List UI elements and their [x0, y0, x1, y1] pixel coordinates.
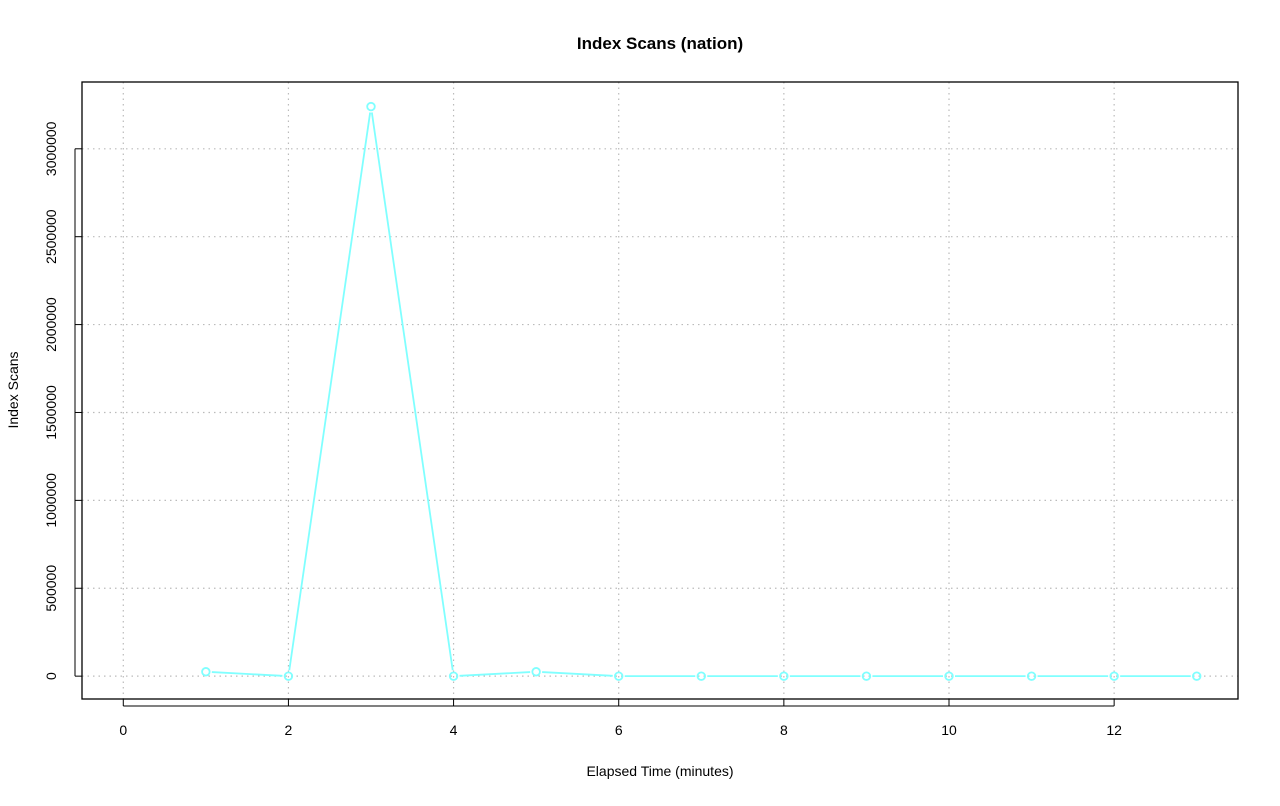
data-point — [944, 671, 954, 681]
y-tick-label: 2500000 — [43, 209, 59, 264]
y-tick-label: 1500000 — [43, 385, 59, 440]
y-tick-label: 2000000 — [43, 297, 59, 352]
x-tick-label: 4 — [450, 722, 458, 738]
data-point — [366, 101, 376, 112]
y-tick-label: 0 — [43, 672, 59, 680]
series-line-segment — [542, 671, 613, 677]
y-tick-label: 500000 — [43, 565, 59, 612]
x-axis-label: Elapsed Time (minutes) — [586, 763, 733, 779]
y-tick-label: 3000000 — [43, 121, 59, 176]
data-point — [1192, 671, 1202, 681]
x-tick-label: 0 — [119, 722, 127, 738]
data-point — [614, 671, 624, 681]
data-point — [283, 671, 294, 681]
data-point — [1109, 671, 1119, 681]
y-axis-label: Index Scans — [5, 351, 21, 428]
data-point — [861, 671, 872, 681]
axis-ticks: 0 2 4 6 8 10 12 0 500000 1000000 1500000 2000000 250… — [43, 121, 1122, 738]
series-line-segment — [288, 112, 372, 671]
x-tick-label: 12 — [1106, 722, 1122, 738]
data-point — [448, 671, 459, 681]
y-tick-label: 1000000 — [43, 473, 59, 528]
x-tick-label: 2 — [285, 722, 293, 738]
series-line-segment — [459, 671, 531, 677]
data-point — [696, 671, 706, 681]
grid — [82, 82, 1238, 699]
series-line-segment — [211, 671, 283, 677]
x-tick-label: 10 — [941, 722, 957, 738]
series — [201, 101, 1202, 681]
chart-title: Index Scans (nation) — [577, 34, 743, 53]
data-point — [531, 667, 541, 677]
x-tick-label: 8 — [780, 722, 788, 738]
plot-frame — [81, 81, 1239, 700]
data-point — [1026, 671, 1037, 681]
x-tick-label: 6 — [615, 722, 623, 738]
data-point — [201, 667, 211, 677]
data-point — [779, 671, 789, 681]
series-line-segment — [370, 112, 454, 671]
